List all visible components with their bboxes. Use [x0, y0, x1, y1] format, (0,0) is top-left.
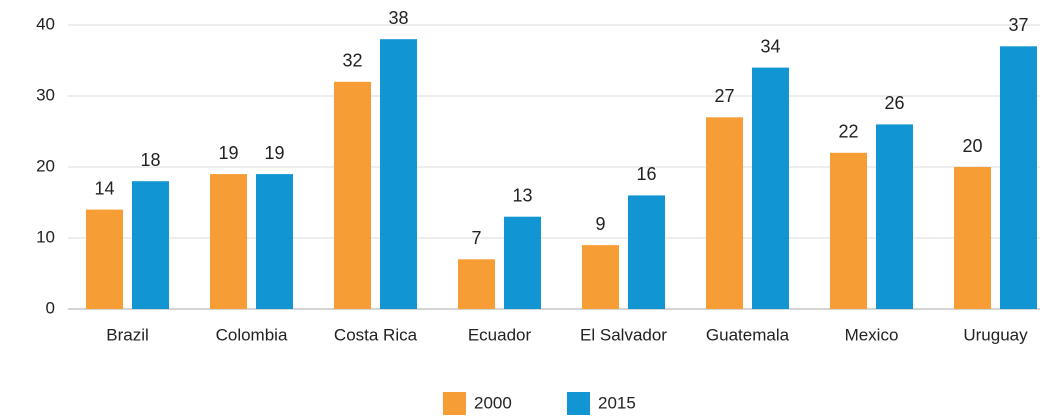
bar: [132, 181, 169, 309]
bar: [830, 152, 867, 309]
bar: [954, 167, 991, 309]
x-tick-label: Ecuador: [468, 325, 532, 344]
x-tick-label: El Salvador: [580, 325, 667, 344]
y-tick-label: 0: [46, 298, 55, 317]
x-tick-label: Brazil: [106, 325, 149, 344]
bar: [334, 81, 371, 309]
data-label: 20: [962, 136, 982, 156]
data-label: 19: [264, 143, 284, 163]
data-label: 18: [140, 150, 160, 170]
bar: [256, 174, 293, 309]
legend-swatch: [443, 392, 466, 415]
bar: [628, 195, 665, 309]
bar: [86, 209, 123, 309]
data-label: 7: [471, 228, 481, 248]
data-label: 16: [636, 164, 656, 184]
legend-label: 2015: [598, 393, 636, 412]
bar: [876, 124, 913, 310]
x-tick-label: Uruguay: [963, 325, 1028, 344]
bar: [210, 174, 247, 309]
data-label: 26: [884, 93, 904, 113]
y-tick-label: 10: [36, 227, 55, 246]
bar: [706, 117, 743, 309]
y-tick-label: 20: [36, 156, 55, 175]
data-label: 38: [388, 8, 408, 28]
data-label: 19: [218, 143, 238, 163]
bar: [752, 67, 789, 309]
data-label: 27: [714, 86, 734, 106]
data-label: 13: [512, 185, 532, 205]
bar: [582, 245, 619, 309]
x-tick-label: Colombia: [216, 325, 288, 344]
bar: [458, 259, 495, 309]
y-tick-label: 40: [36, 14, 55, 33]
y-tick-label: 30: [36, 85, 55, 104]
legend-label: 2000: [474, 393, 512, 412]
data-label: 34: [760, 36, 780, 56]
bar: [504, 216, 541, 309]
x-tick-label: Costa Rica: [334, 325, 418, 344]
data-label: 14: [94, 178, 114, 198]
legend-swatch: [567, 392, 590, 415]
data-label: 37: [1008, 15, 1028, 35]
x-tick-label: Guatemala: [706, 325, 790, 344]
bar: [1000, 46, 1037, 310]
bar: [380, 39, 417, 309]
data-label: 32: [342, 51, 362, 71]
x-tick-label: Mexico: [845, 325, 899, 344]
data-label: 9: [595, 214, 605, 234]
data-label: 22: [838, 122, 858, 142]
